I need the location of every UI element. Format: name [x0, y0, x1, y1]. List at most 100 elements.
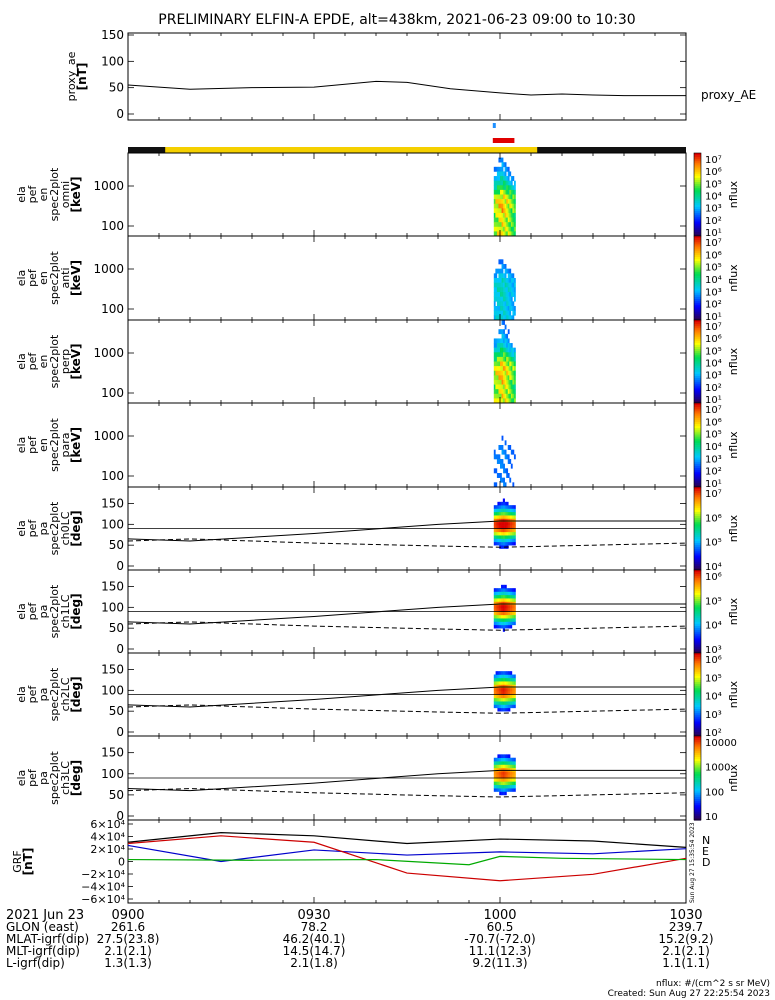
spectrogram-cell	[504, 189, 507, 195]
pitch-angle-cell	[513, 518, 516, 523]
colorbar-cell	[694, 209, 701, 212]
spectrogram-cell	[496, 361, 499, 367]
time-axis-row-value: 46.2(40.1)	[283, 932, 346, 946]
pitch-angle-cell	[513, 774, 516, 779]
spectrogram-cell	[495, 185, 498, 191]
pitch-angle-cell	[513, 525, 516, 529]
spectrogram-cell	[495, 199, 498, 205]
pitch-angle-cell	[504, 764, 507, 769]
pitch-angle-cell	[495, 611, 498, 616]
spectrogram-cell	[496, 189, 499, 195]
pitch-angle-cell	[513, 528, 516, 533]
spectrogram-cell	[504, 375, 507, 381]
spectrogram-cell	[512, 231, 515, 237]
pitch-angle-cell	[502, 791, 505, 796]
spectrogram-cell	[513, 222, 516, 228]
science-zone-marker	[492, 123, 496, 128]
colorbar-cell	[694, 677, 701, 681]
y-tick-label: 100	[101, 600, 124, 614]
colorbar-cell	[694, 482, 701, 486]
spectrogram-cell	[507, 226, 510, 232]
spectrogram-cell	[498, 389, 501, 395]
spectrogram-cell	[507, 292, 510, 297]
spectrogram-cell	[501, 180, 504, 186]
colorbar-cell	[694, 179, 701, 183]
spectrogram-cell	[504, 338, 507, 344]
spectrogram-cell	[501, 199, 504, 205]
pitch-angle-cell	[513, 614, 516, 619]
colorbar-cell	[694, 355, 701, 358]
spectrogram-cell	[500, 217, 502, 223]
pitch-angle-cell	[497, 618, 500, 622]
spectrogram-cell	[498, 356, 501, 362]
pitch-angle-cell	[497, 511, 500, 516]
spectrogram-cell	[507, 282, 510, 288]
pitch-angle-cell	[510, 601, 513, 606]
spectrogram-cell	[509, 222, 512, 228]
pitch-angle-cell	[497, 528, 500, 533]
pitch-angle-cell	[502, 771, 505, 775]
grf-legend-N: N	[702, 834, 710, 847]
pitch-angle-cell	[511, 541, 514, 546]
spectrogram-cell	[507, 199, 510, 205]
pitch-angle-cell	[495, 588, 498, 592]
colorbar-cell	[694, 507, 701, 511]
colorbar-cell	[694, 721, 701, 725]
spectrogram-cell	[513, 189, 516, 195]
pitch-angle-cell	[506, 591, 509, 596]
colorbar-label: nflux	[727, 680, 740, 708]
spectrogram-cell	[506, 310, 509, 316]
spectrogram-cell	[510, 208, 513, 214]
colorbar-cell	[694, 611, 701, 615]
spectrogram-cell	[501, 343, 504, 348]
spectrogram-cell	[495, 310, 498, 316]
pitch-angle-cell	[499, 788, 502, 792]
colorbar-cell	[694, 688, 701, 691]
spectrogram-cell	[506, 296, 509, 302]
spectrogram-cell	[495, 226, 498, 232]
spectrogram-cell	[496, 176, 499, 181]
colorbar-tick-label: 10000	[705, 738, 737, 749]
spectrogram-cell	[498, 282, 501, 288]
pitch-angle-cell	[502, 754, 505, 759]
spectrogram-cell	[495, 366, 498, 372]
spectrogram-cell	[496, 185, 499, 191]
pitch-angle-cell	[501, 541, 504, 546]
spectrogram-cell	[506, 389, 509, 395]
time-axis-row-value: 261.6	[111, 920, 145, 934]
spectrogram-cell	[510, 389, 513, 395]
spectrogram-cell	[493, 375, 496, 381]
spectrogram-cell	[504, 343, 507, 348]
pitch-angle-cell	[506, 611, 509, 616]
spectrogram-cell	[506, 333, 509, 339]
colorbar-cell	[694, 466, 701, 469]
colorbar-cell	[694, 305, 701, 308]
spectrogram-cell	[498, 370, 501, 376]
pitch-angle-cell	[495, 764, 498, 769]
time-axis-row-value: 60.5	[487, 920, 514, 934]
spectrogram-cell	[509, 370, 512, 376]
pitch-angle-cell	[508, 591, 511, 596]
time-axis-row-value: 1.3(1.3)	[104, 956, 152, 970]
spectrogram-cell	[495, 379, 498, 385]
spectrogram-cell	[501, 278, 504, 283]
pitch-angle-cell	[508, 594, 511, 599]
pitch-angle-cell	[502, 538, 505, 543]
spectrogram-cell	[513, 292, 516, 297]
colorbar-cell	[694, 788, 701, 792]
pitch-angle-cell	[502, 767, 505, 772]
pitch-angle-cell	[497, 764, 500, 769]
pitch-angle-cell	[493, 681, 496, 685]
spectrogram-cell	[510, 287, 513, 293]
y-tick-label: 100	[101, 767, 124, 781]
colorbar-cell	[694, 192, 701, 196]
pitch-angle-cell	[513, 697, 516, 702]
pitch-angle-cell	[511, 508, 514, 513]
spectrogram-cell	[513, 231, 516, 237]
spectrogram-cell	[504, 393, 507, 399]
colorbar-cell	[694, 453, 701, 457]
pitch-angle-cell	[504, 611, 507, 616]
spectrogram-cell	[495, 352, 498, 358]
